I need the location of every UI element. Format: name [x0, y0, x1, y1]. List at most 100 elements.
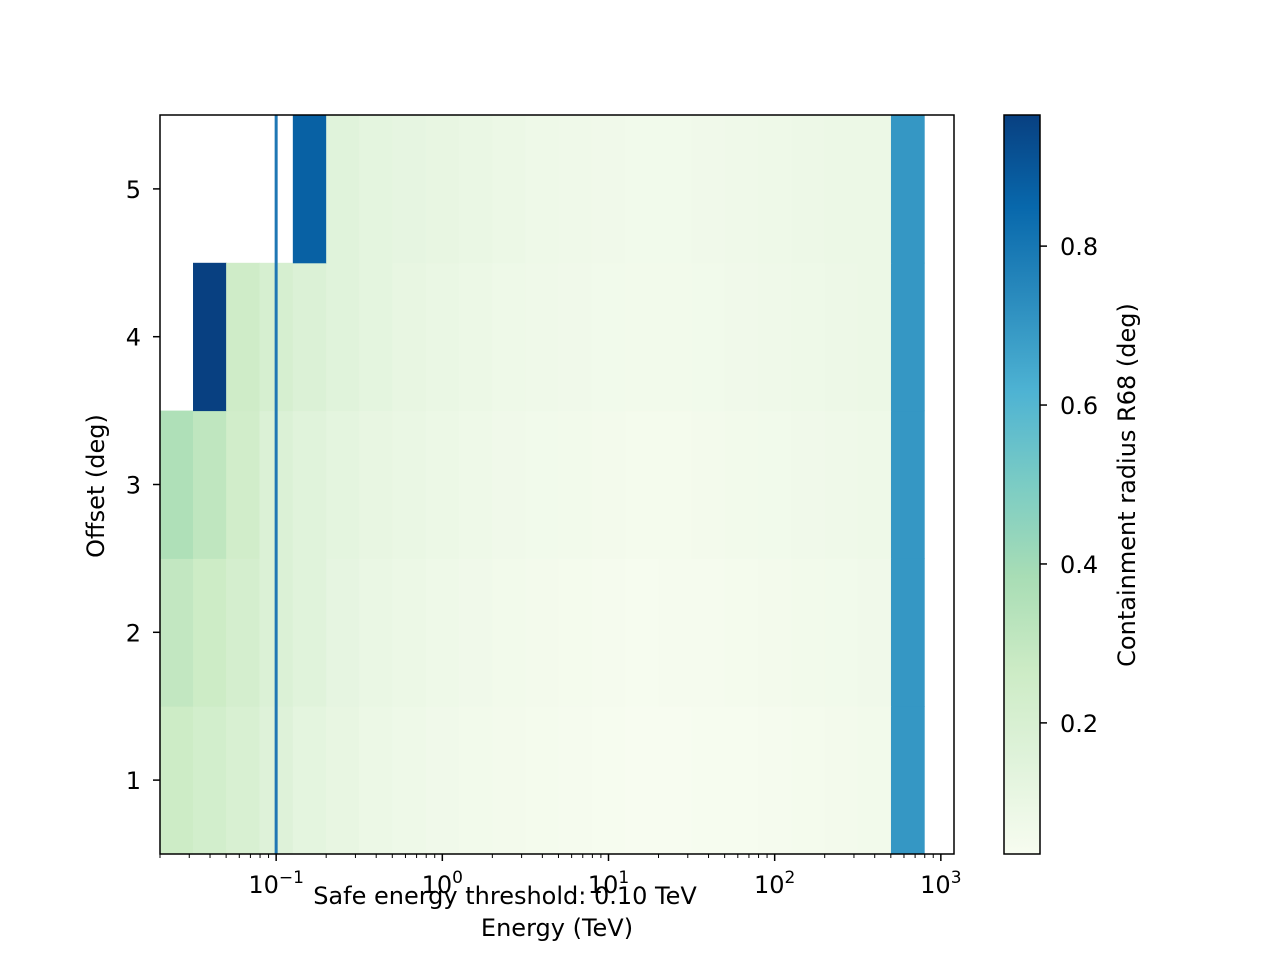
heatmap-cell: [791, 115, 826, 264]
heatmap-cell: [459, 262, 493, 412]
heatmap-cell: [658, 262, 693, 412]
heatmap-cell: [857, 410, 892, 559]
heatmap-cell: [658, 410, 693, 559]
heatmap-cell: [591, 410, 626, 559]
heatmap-cell: [791, 706, 826, 855]
heatmap-cell: [525, 262, 559, 412]
heatmap-cell: [226, 558, 261, 707]
heatmap-cell: [326, 115, 360, 264]
heatmap-cell: [392, 115, 427, 264]
heatmap-cell: [724, 558, 759, 707]
y-axis-label: Offset (deg): [82, 414, 110, 558]
heatmap-cell: [625, 706, 660, 855]
colorbar-label: Containment radius R68 (deg): [1113, 303, 1141, 667]
y-tick-label: 1: [126, 767, 141, 795]
heatmap-cell: [824, 262, 859, 412]
heatmap-cell: [226, 410, 261, 559]
heatmap-cell: [591, 558, 626, 707]
heatmap-cell: [724, 115, 759, 264]
heatmap-cell: [724, 262, 759, 412]
x-axis-label: Energy (TeV): [481, 914, 633, 942]
heatmap-cell: [492, 115, 526, 264]
heatmap-cell: [890, 706, 925, 855]
heatmap-cell: [758, 706, 792, 855]
heatmap-cell: [525, 410, 559, 559]
heatmap-cell: [658, 115, 693, 264]
colorbar-tick-label: 0.4: [1060, 551, 1098, 579]
heatmap-cell: [492, 706, 526, 855]
heatmap-cell: [292, 115, 327, 264]
heatmap-cell: [558, 262, 593, 412]
x-tick-label: 103: [920, 868, 961, 899]
heatmap-cell: [591, 115, 626, 264]
heatmap-cell: [425, 115, 460, 264]
heatmap-cell: [625, 558, 660, 707]
heatmap-cell: [193, 706, 227, 855]
heatmap-cell: [292, 262, 327, 412]
x-tick-label: 100: [422, 868, 463, 899]
heatmap-cell: [160, 558, 194, 707]
heatmap-cell: [292, 410, 327, 559]
heatmap-cell: [359, 115, 393, 264]
heatmap-cell: [658, 706, 693, 855]
colorbar: [1003, 114, 1041, 855]
y-tick-label: 3: [126, 472, 141, 500]
heatmap-cell: [824, 115, 859, 264]
heatmap-cell: [824, 558, 859, 707]
heatmap-cell: [292, 558, 327, 707]
heatmap-cell: [591, 262, 626, 412]
heatmap-cell: [791, 410, 826, 559]
threshold-label: Safe energy threshold: 0.10 TeV: [313, 882, 697, 910]
heatmap-cell: [758, 558, 792, 707]
heatmap-cell: [459, 558, 493, 707]
heatmap-cell: [791, 262, 826, 412]
heatmap-cell: [691, 706, 726, 855]
heatmap-cell: [691, 558, 726, 707]
heatmap-cell: [160, 410, 194, 559]
colorbar-tick-label: 0.6: [1060, 392, 1098, 420]
y-tick-label: 5: [126, 176, 141, 204]
heatmap-cell: [558, 558, 593, 707]
heatmap-cell: [525, 706, 559, 855]
heatmap-cell: [160, 706, 194, 855]
heatmap-cell: [425, 558, 460, 707]
heatmap-cell: [724, 410, 759, 559]
heatmap-cell: [558, 410, 593, 559]
heatmap-cell: [359, 558, 393, 707]
heatmap-cell: [392, 558, 427, 707]
heatmap-cell: [359, 706, 393, 855]
heatmap-cell: [492, 410, 526, 559]
heatmap-cell: [890, 558, 925, 707]
heatmap-cell: [525, 115, 559, 264]
heatmap-cell: [425, 262, 460, 412]
heatmap-cell: [691, 410, 726, 559]
heatmap-cell: [392, 706, 427, 855]
colorbar-tick-label: 0.8: [1060, 233, 1098, 261]
heatmap-cell: [758, 115, 792, 264]
heatmap-cell: [691, 262, 726, 412]
colorbar-tick-label: 0.2: [1060, 710, 1098, 738]
heatmap-cell: [525, 558, 559, 707]
heatmap-cell: [857, 558, 892, 707]
heatmap-cell: [890, 410, 925, 559]
y-axis-ticks: 1 2 3 4 5: [126, 176, 160, 795]
heatmap-cell: [857, 262, 892, 412]
heatmap-cell: [625, 115, 660, 264]
heatmap-cell: [658, 558, 693, 707]
heatmap-cell: [193, 262, 227, 412]
heatmap-cell: [558, 115, 593, 264]
x-axis-ticks: 10−1 100 101 102 103: [159, 854, 962, 899]
heatmap-cell: [359, 410, 393, 559]
heatmap-cell: [857, 706, 892, 855]
heatmap-cell: [492, 262, 526, 412]
heatmap-cell: [724, 706, 759, 855]
heatmap-cell: [326, 706, 360, 855]
heatmap-cell: [857, 115, 892, 264]
heatmap-cell: [625, 262, 660, 412]
y-tick-label: 2: [126, 619, 141, 647]
heatmap-cell: [392, 410, 427, 559]
heatmap-cell: [791, 558, 826, 707]
heatmap-cell: [292, 706, 327, 855]
heatmap-cell: [425, 706, 460, 855]
x-tick-label: 102: [754, 868, 795, 899]
